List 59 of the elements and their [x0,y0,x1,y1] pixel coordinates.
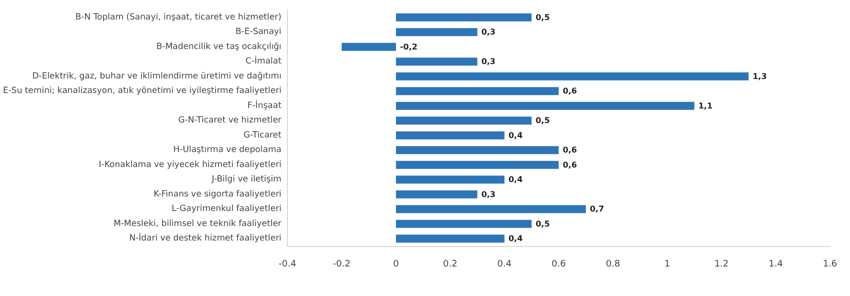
x-tick-label: 0.6 [552,260,566,270]
data-label: 1,1 [698,101,713,110]
x-tick-label: 0.4 [497,260,512,270]
x-tick-label: 0 [393,260,400,270]
y-tick-label: J-Bilgi ve iletişim [210,174,282,185]
data-label: 0,3 [481,28,496,37]
y-tick-label: B-E-Sanayi [235,27,282,38]
data-label: 0,5 [536,219,550,228]
bar [396,131,504,140]
x-tick-label: 1.6 [822,260,838,270]
y-tick-label: C-İmalat [246,56,282,67]
bar [396,146,559,154]
bar [396,190,478,198]
data-label: 0,5 [536,12,550,22]
x-tick-label: -0.4 [278,260,296,270]
x-tick-label: -0.2 [332,260,350,270]
bar [396,72,749,80]
bar [396,234,504,243]
x-tick-label: 0.2 [443,260,458,270]
bar [396,176,504,184]
bar [396,205,586,214]
data-label: 0,6 [562,146,578,155]
y-tick-label: B-N Toplam (Sanayi, inşaat, ticaret ve hizmetler) [75,12,282,22]
y-tick-label: L-Gayrimenkul faaliyetleri [172,204,282,214]
y-tick-label: N-İdari ve destek hizmet faaliyetleri [129,232,282,244]
bar [396,87,559,96]
data-label: 0,3 [481,57,496,66]
y-tick-label: G-N-Ticaret ve hizmetler [178,116,282,126]
x-tick-label: 1 [664,260,670,270]
data-label: 0,4 [508,175,524,184]
y-tick-label: H-Ulaştırma ve depolama [173,145,282,156]
x-tick-label: 1.4 [768,260,784,270]
bar [342,42,396,51]
bar [396,160,559,169]
bar [396,13,532,22]
bar [396,28,478,36]
y-tick-label: G-Ticaret [244,130,282,140]
data-label: 0,7 [590,204,604,214]
bar [396,58,478,66]
y-tick-label: I-Konaklama ve yiyecek hizmeti faaliyetleri [98,160,282,170]
x-tick-label: 0.8 [606,260,620,270]
data-label: 0,6 [562,160,578,170]
data-label: -0,2 [400,42,418,52]
data-label: 0,4 [508,234,524,244]
data-label: 0,4 [508,130,524,140]
y-tick-label: E-Su temini; kanalizasyon, atık yönetimi ve iyileştirme faaliyetleri [2,86,282,96]
data-label: 0,3 [481,190,496,199]
bar [396,116,532,125]
x-tick-label: 1.2 [714,260,729,270]
data-label: 0,5 [536,116,550,126]
y-tick-label: B-Madencilik ve taş ocakçılığı [156,42,282,52]
data-label: 0,6 [562,86,578,96]
y-tick-label: F-İnşaat [247,100,282,111]
bar [396,102,694,110]
bar [396,220,532,228]
y-tick-label: K-Finans ve sigorta faaliyetleri [154,189,282,200]
y-tick-label: M-Mesleki, bilimsel ve teknik faaliyetler [114,218,282,229]
y-tick-label: D-Elektrik, gaz, buhar ve iklimlendirme üretimi ve dağıtımı [32,71,282,82]
data-label: 1,3 [752,72,767,81]
